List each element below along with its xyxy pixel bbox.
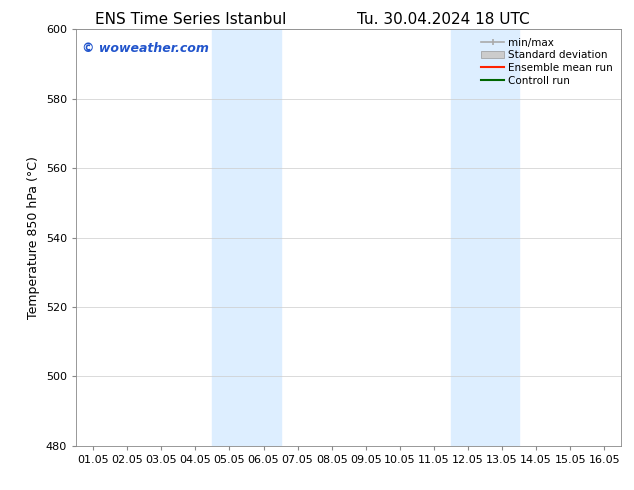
Y-axis label: Temperature 850 hPa (°C): Temperature 850 hPa (°C) xyxy=(27,156,40,319)
Text: Tu. 30.04.2024 18 UTC: Tu. 30.04.2024 18 UTC xyxy=(358,12,530,27)
Text: © woweather.com: © woweather.com xyxy=(82,42,209,55)
Text: ENS Time Series Istanbul: ENS Time Series Istanbul xyxy=(94,12,286,27)
Bar xyxy=(212,29,280,446)
Bar xyxy=(451,29,519,446)
Legend: min/max, Standard deviation, Ensemble mean run, Controll run: min/max, Standard deviation, Ensemble me… xyxy=(478,35,616,89)
